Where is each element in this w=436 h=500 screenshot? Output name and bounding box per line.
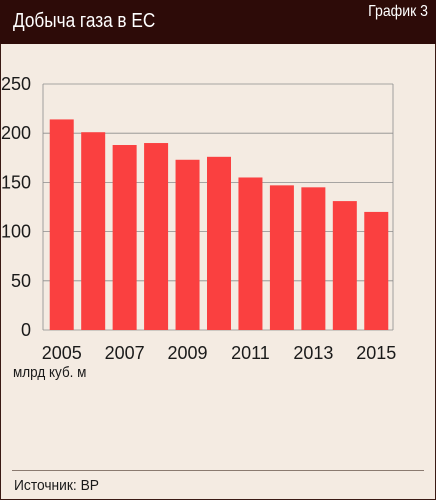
bar-2013 [301, 187, 326, 330]
bar-2015 [364, 211, 389, 330]
bar-2007 [112, 145, 137, 330]
bar-2011 [238, 177, 263, 330]
y-tick-label: 150 [1, 172, 31, 192]
x-tick-label: 2005 [42, 343, 82, 363]
bar-2005 [49, 119, 74, 330]
source-divider [12, 470, 424, 471]
y-tick-label: 200 [1, 123, 31, 143]
bar-2009 [175, 159, 200, 330]
chart-title: Добыча газа в ЕС [13, 10, 156, 32]
x-tick-label: 2007 [105, 343, 145, 363]
y-tick-labels: 0 50 100 150 200 250 [1, 74, 31, 340]
bar-2006 [81, 132, 106, 330]
x-tick-labels: 2005 2007 2009 2011 2013 2015 [42, 343, 397, 363]
bar-2008 [144, 143, 169, 330]
y-tick-label: 100 [1, 222, 31, 242]
x-tick-label: 2011 [231, 343, 270, 363]
y-tick-label: 0 [21, 320, 31, 340]
y-axis-unit-label: млрд куб. м [13, 364, 87, 381]
bars [49, 119, 389, 330]
chart-header: Добыча газа в ЕС График 3 [0, 0, 436, 44]
x-tick-label: 2013 [293, 343, 333, 363]
y-tick-label: 250 [1, 74, 31, 94]
y-tick-label: 50 [11, 271, 31, 291]
x-tick-label: 2009 [168, 343, 208, 363]
bar-2010 [207, 156, 231, 330]
bar-2014 [332, 201, 357, 330]
bar-2012 [269, 185, 294, 330]
chart-number-label: График 3 [368, 3, 428, 20]
x-tick-label: 2015 [356, 343, 396, 363]
source-note: Источник: BP [14, 477, 99, 494]
